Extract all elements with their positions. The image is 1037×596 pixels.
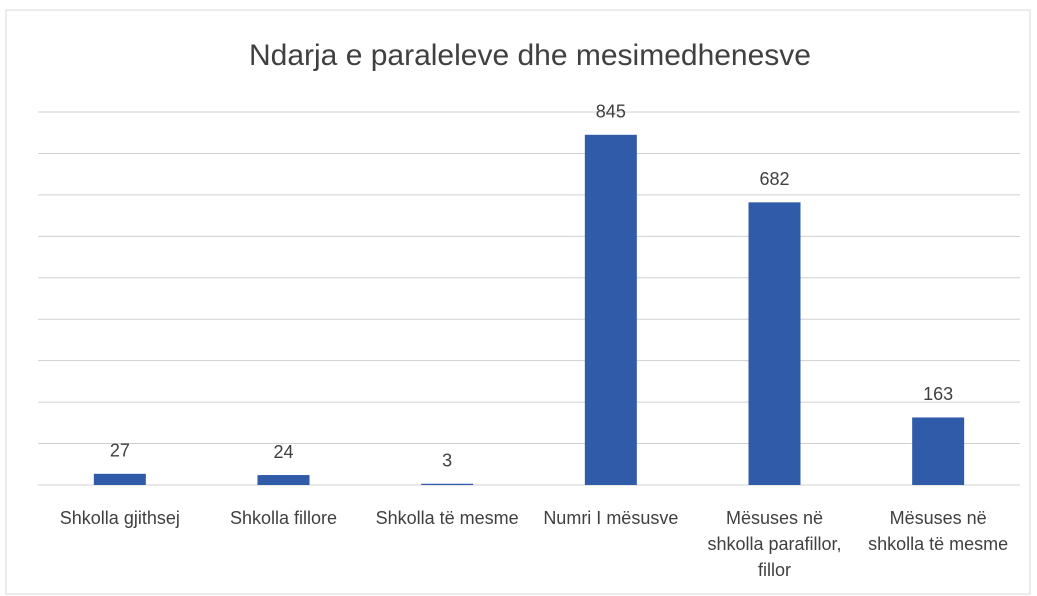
data-label: 3 <box>442 451 452 471</box>
data-label: 163 <box>923 384 953 404</box>
x-tick-label: Shkolla fillore <box>229 508 338 528</box>
bar <box>93 473 146 485</box>
data-label: 27 <box>110 441 130 461</box>
x-tick-label: Mësuses në shkolla të mesme <box>868 508 1009 554</box>
chart-border <box>5 9 1031 595</box>
data-label: 682 <box>759 169 789 189</box>
bar <box>748 202 801 486</box>
bar <box>912 417 965 485</box>
chart-title: Ndarja e paraleleve dhe mesimedhenesve <box>249 39 811 72</box>
x-tick-label: Shkolla gjithsej <box>59 508 180 528</box>
bar <box>257 475 310 485</box>
bar <box>421 483 474 485</box>
data-label: 24 <box>273 442 293 462</box>
bar <box>584 134 637 486</box>
x-tick-label: Mësuses në shkolla parafillor, fillor <box>707 508 842 580</box>
x-tick-label: Numri I mësusve <box>543 508 679 528</box>
data-label: 845 <box>596 102 626 122</box>
x-tick-label: Shkolla të mesme <box>375 508 519 528</box>
